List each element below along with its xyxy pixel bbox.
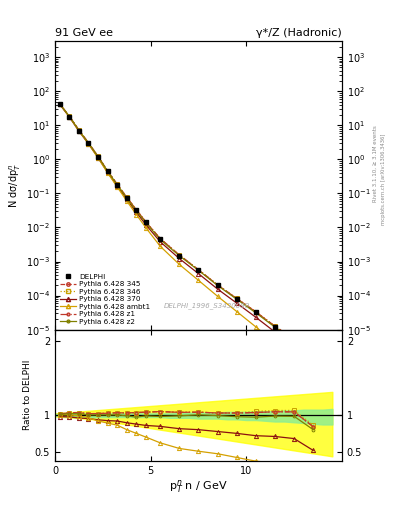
Y-axis label: Ratio to DELPHI: Ratio to DELPHI xyxy=(23,360,32,431)
Y-axis label: N dσ/dp$_T^n$: N dσ/dp$_T^n$ xyxy=(8,163,23,208)
Legend: DELPHI, Pythia 6.428 345, Pythia 6.428 346, Pythia 6.428 370, Pythia 6.428 ambt1: DELPHI, Pythia 6.428 345, Pythia 6.428 3… xyxy=(59,272,151,326)
Text: Rivet 3.1.10, ≥ 3.1M events: Rivet 3.1.10, ≥ 3.1M events xyxy=(373,125,378,202)
Text: DELPHI_1996_S3430090: DELPHI_1996_S3430090 xyxy=(164,303,250,309)
Text: γ*/Z (Hadronic): γ*/Z (Hadronic) xyxy=(256,28,342,38)
X-axis label: p$_T^{n}$ n / GeV: p$_T^{n}$ n / GeV xyxy=(169,478,228,496)
Text: 91 GeV ee: 91 GeV ee xyxy=(55,28,113,38)
Text: mcplots.cern.ch [arXiv:1306.3436]: mcplots.cern.ch [arXiv:1306.3436] xyxy=(381,134,386,225)
